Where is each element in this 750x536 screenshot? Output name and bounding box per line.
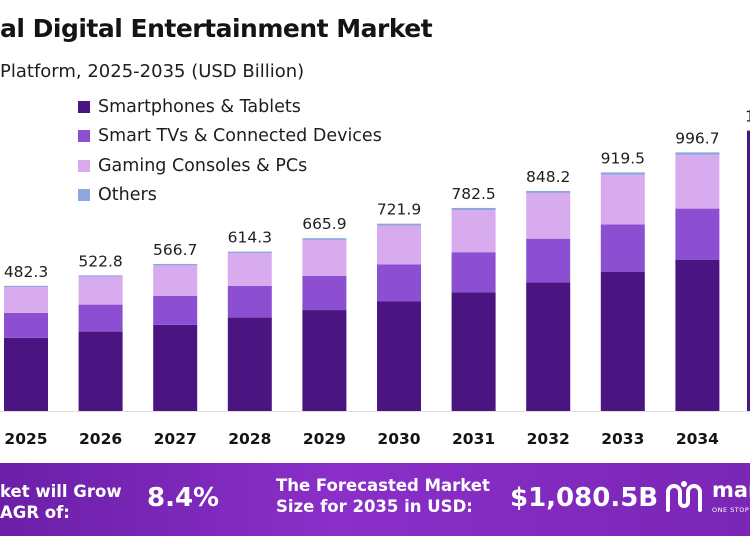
cagr-label: ket will Grow AGR of: xyxy=(0,481,122,523)
legend-label: Smart TVs & Connected Devices xyxy=(98,126,382,147)
chart-subtitle: Platform, 2025-2035 (USD Billion) xyxy=(0,61,305,82)
x-tick-label: 2030 xyxy=(377,430,420,448)
brand-wave-logo-icon xyxy=(666,481,702,512)
bar-segment-1 xyxy=(153,324,198,411)
cagr-label-line2: AGR of: xyxy=(0,503,70,522)
bar-total-label: 848.2 xyxy=(526,168,570,186)
forecast-label: The Forecasted Market Size for 2035 in U… xyxy=(276,475,490,517)
legend-item: Smart TVs & Connected Devices xyxy=(78,122,382,152)
bar-segment-1 xyxy=(78,331,123,411)
bar-segment-4 xyxy=(302,238,347,240)
bar-total-label: 566.7 xyxy=(153,241,197,259)
bar-segment-1 xyxy=(4,337,48,411)
legend-label: Gaming Consoles & PCs xyxy=(98,155,308,176)
chart-legend: Smartphones & Tablets Smart TVs & Connect… xyxy=(78,92,382,210)
bar-segment-2 xyxy=(4,312,48,338)
legend-label: Smartphones & Tablets xyxy=(98,96,301,117)
bar-segment-2 xyxy=(377,264,421,302)
x-tick-label: 2033 xyxy=(601,430,644,448)
legend-swatch xyxy=(78,189,90,202)
brand-name: mar xyxy=(712,478,750,502)
bar-segment-2 xyxy=(675,208,720,260)
legend-item: Others xyxy=(78,181,382,211)
legend-swatch xyxy=(78,159,90,172)
chart-title: al Digital Entertainment Market xyxy=(0,14,433,43)
bar-segment-3 xyxy=(377,225,421,265)
bar-total-label: 665.9 xyxy=(302,215,346,233)
summary-banner: ket will Grow AGR of: 8.4% The Forecaste… xyxy=(0,463,750,536)
bar-segment-1 xyxy=(451,292,496,411)
bar-segment-3 xyxy=(451,210,496,253)
bar-total-label: 919.5 xyxy=(601,149,645,167)
partial-bar xyxy=(747,130,750,412)
bar-segment-1 xyxy=(526,282,571,411)
bar-segment-2 xyxy=(302,275,347,311)
bar-segment-1 xyxy=(675,259,720,411)
forecast-value: $1,080.5B xyxy=(510,483,659,513)
cagr-value: 8.4% xyxy=(147,483,220,513)
bar-segment-4 xyxy=(227,251,272,254)
bar-total-label: 996.7 xyxy=(675,129,719,147)
bar-total-label: 721.9 xyxy=(377,201,421,219)
x-tick-label: 2026 xyxy=(79,430,122,448)
x-tick-label: 2034 xyxy=(676,430,719,448)
bar-segment-2 xyxy=(600,224,645,272)
bar-segment-2 xyxy=(227,285,272,318)
bar-segment-3 xyxy=(600,174,645,225)
stacked-bar-chart: 482.3 2025 522.8 2026 566.7 2027 614.3 2028 665.… xyxy=(0,108,750,448)
bar-segment-2 xyxy=(78,304,123,332)
bar-segment-1 xyxy=(377,301,421,411)
bar-segment-3 xyxy=(675,154,720,209)
bar-total-label: 482.3 xyxy=(4,263,48,281)
x-tick-label: 2029 xyxy=(303,430,346,448)
bar-segment-3 xyxy=(153,265,198,296)
bar-segment-1 xyxy=(227,317,272,411)
bar-segment-3 xyxy=(78,276,123,305)
bar-segment-4 xyxy=(526,190,571,193)
legend-label: Others xyxy=(98,185,157,206)
legend-item: Smartphones & Tablets xyxy=(78,92,382,122)
bar-segment-4 xyxy=(78,275,123,277)
brand-tagline: ONE STOP S xyxy=(712,506,750,514)
bar-segment-4 xyxy=(377,223,421,226)
legend-swatch xyxy=(78,100,90,113)
bar-segment-3 xyxy=(526,192,571,239)
bar-total-label: 782.5 xyxy=(451,185,495,203)
bar-segment-4 xyxy=(153,263,198,266)
bar-segment-4 xyxy=(675,152,720,155)
x-tick-label: 2027 xyxy=(154,430,197,448)
x-tick-label: 2031 xyxy=(452,430,495,448)
bar-segment-3 xyxy=(302,239,347,276)
bar-segment-2 xyxy=(153,295,198,325)
forecast-label-line1: The Forecasted Market xyxy=(276,476,490,495)
bar-segment-4 xyxy=(451,207,496,211)
bar-segment-4 xyxy=(4,285,48,288)
bar-segment-3 xyxy=(227,253,272,286)
bar-total-label: 522.8 xyxy=(78,252,122,270)
x-tick-label: 2025 xyxy=(4,430,47,448)
legend-swatch xyxy=(78,130,90,143)
x-tick-label: 2028 xyxy=(228,430,271,448)
partial-bar-label: 1 xyxy=(745,108,750,126)
bar-total-label: 614.3 xyxy=(228,229,272,247)
legend-item: Gaming Consoles & PCs xyxy=(78,151,382,181)
bar-segment-2 xyxy=(526,238,571,283)
forecast-label-line2: Size for 2035 in USD: xyxy=(276,497,473,516)
bar-segment-4 xyxy=(600,172,645,175)
bar-segment-3 xyxy=(4,287,48,313)
cagr-label-line1: ket will Grow xyxy=(0,482,122,501)
x-tick-label: 2032 xyxy=(527,430,570,448)
bar-segment-1 xyxy=(600,271,645,411)
bar-segment-1 xyxy=(302,310,347,411)
bar-segment-2 xyxy=(451,252,496,293)
